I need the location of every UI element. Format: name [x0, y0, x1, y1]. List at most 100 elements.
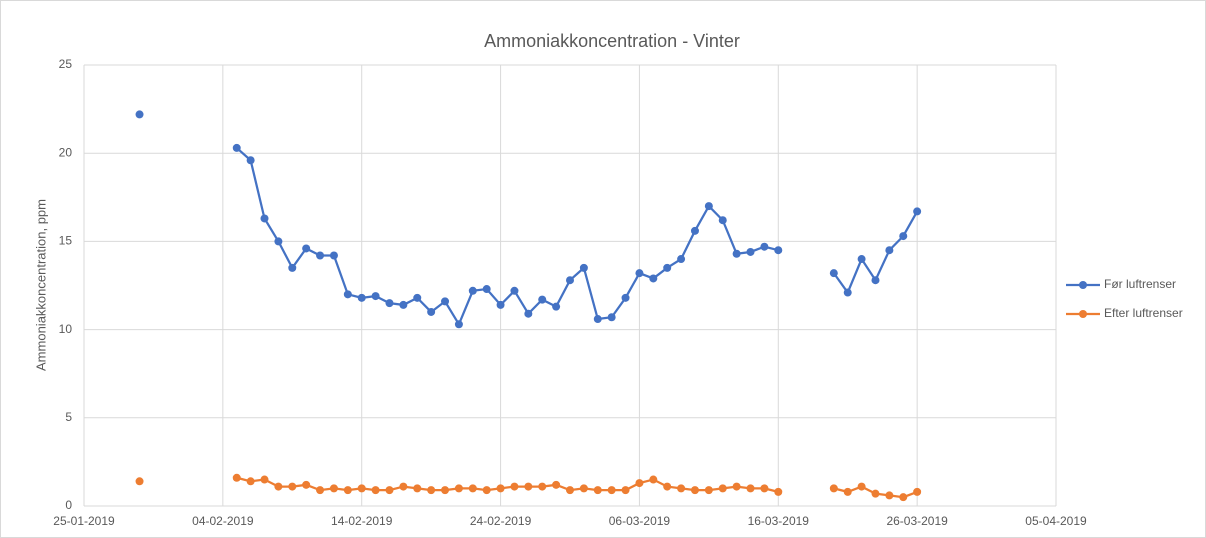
marker [899, 493, 908, 502]
legend-marker [1079, 281, 1087, 289]
marker [288, 263, 297, 272]
y-tick-label: 5 [65, 410, 72, 424]
marker [441, 486, 450, 495]
marker [760, 242, 769, 251]
marker [690, 226, 699, 235]
marker [760, 484, 769, 493]
marker [454, 484, 463, 493]
marker [343, 486, 352, 495]
y-tick-label: 10 [59, 322, 73, 336]
y-axis-label: Ammoniakkoncentration, ppm [33, 199, 48, 371]
x-tick-label: 16-03-2019 [748, 514, 810, 528]
marker [274, 237, 283, 246]
x-tick-label: 04-02-2019 [192, 514, 254, 528]
marker [677, 484, 686, 493]
marker [607, 486, 616, 495]
marker [649, 274, 658, 283]
x-tick-label: 14-02-2019 [331, 514, 393, 528]
chart-title: Ammoniakkoncentration - Vinter [484, 31, 740, 51]
marker [413, 484, 422, 493]
marker [579, 484, 588, 493]
marker [718, 216, 727, 225]
marker [704, 202, 713, 211]
marker [718, 484, 727, 493]
marker [232, 143, 241, 152]
marker [468, 484, 477, 493]
y-tick-label: 25 [59, 57, 73, 71]
marker [635, 269, 644, 278]
marker [579, 263, 588, 272]
marker [663, 482, 672, 491]
marker [843, 288, 852, 297]
marker [857, 255, 866, 264]
marker [343, 290, 352, 299]
marker [593, 486, 602, 495]
marker [357, 293, 366, 302]
marker [371, 486, 380, 495]
marker [913, 207, 922, 216]
line [235, 147, 779, 327]
marker [829, 484, 838, 493]
marker [857, 482, 866, 491]
marker [649, 475, 658, 484]
marker [427, 307, 436, 316]
marker [302, 244, 311, 253]
x-tick-label: 25-01-2019 [53, 514, 115, 528]
marker [732, 249, 741, 258]
marker [260, 214, 269, 223]
marker [566, 276, 574, 285]
marker [329, 484, 338, 493]
marker [774, 246, 783, 255]
marker [774, 487, 783, 496]
marker [552, 302, 561, 311]
y-tick-label: 20 [59, 145, 73, 159]
legend-label: Før luftrenser [1104, 277, 1176, 291]
marker [566, 486, 574, 495]
marker [538, 295, 547, 304]
marker [690, 486, 699, 495]
marker [135, 110, 144, 119]
marker [552, 480, 561, 489]
marker [246, 156, 255, 165]
marker [454, 320, 463, 329]
marker [135, 477, 144, 486]
marker [607, 313, 616, 322]
marker [593, 315, 602, 324]
line [236, 476, 779, 493]
marker [829, 269, 838, 278]
marker [899, 232, 908, 241]
marker [496, 300, 505, 309]
marker [524, 309, 533, 318]
marker [510, 482, 519, 491]
marker [288, 482, 297, 491]
marker [274, 482, 283, 491]
marker [468, 286, 477, 295]
marker [621, 293, 630, 302]
marker [621, 486, 630, 495]
marker [302, 480, 311, 489]
marker [357, 484, 366, 493]
marker [871, 276, 880, 285]
marker [913, 487, 922, 496]
x-tick-label: 06-03-2019 [609, 514, 671, 528]
marker [732, 482, 741, 491]
marker [441, 297, 450, 306]
marker [746, 484, 755, 493]
x-tick-label: 26-03-2019 [886, 514, 948, 528]
marker [885, 246, 894, 255]
marker [371, 292, 380, 301]
marker [510, 286, 519, 295]
marker [413, 293, 422, 302]
x-tick-label: 05-04-2019 [1025, 514, 1087, 528]
marker [316, 251, 325, 260]
marker [704, 486, 713, 495]
legend-marker [1079, 310, 1087, 318]
marker [843, 487, 852, 496]
marker [260, 475, 269, 484]
marker [677, 255, 686, 264]
marker [635, 479, 644, 488]
marker [538, 482, 547, 491]
legend-label: Efter luftrenser [1104, 306, 1183, 320]
marker [399, 482, 408, 491]
